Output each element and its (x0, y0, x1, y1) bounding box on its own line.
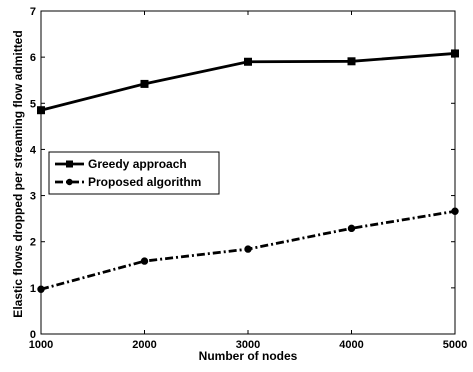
data-point (244, 245, 252, 253)
data-point (140, 79, 149, 88)
data-point (451, 49, 459, 58)
y-tick-label: 2 (30, 237, 36, 249)
data-point (37, 106, 45, 115)
y-tick-label: 0 (30, 329, 36, 341)
data-point (140, 257, 149, 265)
legend-label: Proposed algorithm (88, 175, 201, 189)
y-tick-label: 4 (30, 144, 37, 156)
data-point (451, 207, 459, 215)
x-tick-label: 2000 (132, 339, 156, 351)
y-axis-title: Elastic flows dropped per streaming flow… (11, 30, 25, 317)
legend-label: Greedy approach (88, 157, 187, 171)
x-tick-label: 5000 (443, 339, 467, 351)
x-axis-title: Number of nodes (199, 349, 298, 363)
y-tick-label: 1 (30, 283, 36, 295)
data-point (347, 57, 356, 66)
legend: Greedy approach Proposed algorithm (48, 151, 220, 195)
legend-marker (66, 160, 73, 168)
data-point (37, 285, 45, 293)
data-point (347, 224, 356, 233)
y-tick-label: 3 (30, 191, 36, 203)
x-tick-label: 4000 (339, 339, 363, 351)
x-axis: 1000 2000 3000 4000 5000 (29, 11, 467, 351)
y-tick-label: 5 (30, 98, 36, 110)
y-tick-label: 7 (30, 6, 36, 18)
x-tick-label: 3000 (236, 339, 260, 351)
series-layer (37, 49, 459, 293)
y-tick-label: 6 (30, 52, 36, 64)
legend-box (48, 151, 220, 195)
x-tick-label: 1000 (29, 339, 53, 351)
data-point (244, 57, 252, 66)
legend-marker (66, 178, 73, 186)
